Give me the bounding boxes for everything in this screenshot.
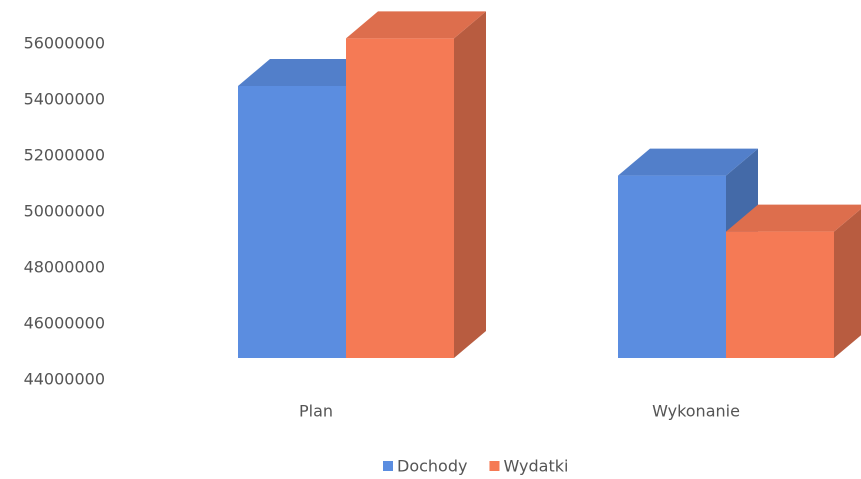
bar-side [834,208,861,358]
y-tick-label: 54000000 [24,90,105,109]
bar [238,86,346,358]
legend-label: Dochody [397,457,467,476]
bar-top [238,59,378,86]
y-tick-label: 50000000 [24,202,105,221]
y-tick-label: 56000000 [24,34,105,53]
y-tick-label: 48000000 [24,258,105,277]
bar-side [454,11,486,359]
bar [618,175,726,358]
x-tick-label: Plan [299,402,333,421]
y-tick-label: 46000000 [24,314,105,333]
bar [726,231,834,358]
bar-top [346,11,486,39]
legend-label: Wydatki [503,457,568,476]
y-tick-label: 52000000 [24,146,105,165]
bar-top [618,148,758,176]
bar-top [726,204,861,232]
y-tick-label: 44000000 [24,370,105,389]
x-tick-label: Wykonanie [652,402,740,421]
legend-swatch [383,461,393,471]
legend-swatch [489,461,500,471]
bar [346,38,454,359]
